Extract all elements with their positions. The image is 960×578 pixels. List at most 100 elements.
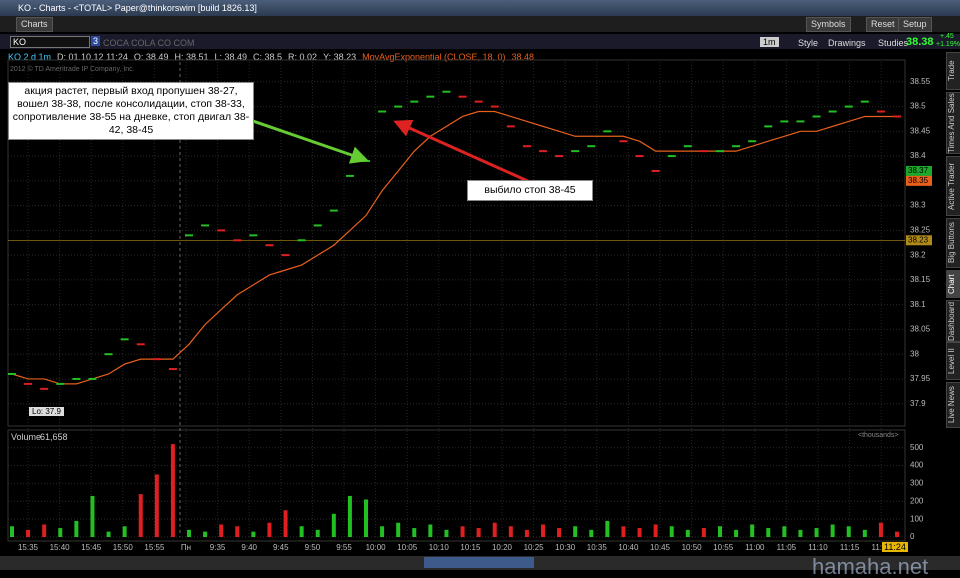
volume-bar [573,526,578,537]
volume-tick-label: 500 [910,443,924,452]
toolbar [0,16,960,32]
x-tick-label: 11:10 [808,543,828,552]
volume-bar [235,526,240,537]
x-tick-label: 15:55 [144,543,165,552]
watermark: hamaha.net [812,554,929,578]
x-tick-label: 11:00 [745,543,765,552]
price-label-box [906,165,932,176]
volume-bar [380,526,385,537]
y-tick-label: 37.9 [910,399,926,408]
volume-tick-label: 400 [910,461,924,470]
side-tab[interactable]: Chart [946,270,960,298]
info-item: D: 01.10.12 11:24 [57,52,128,62]
volume-tick-label: 100 [910,514,924,523]
price-label-box [906,235,932,246]
volume-bar [460,526,465,537]
volume-bar [396,522,401,537]
y-tick-label: 38.15 [910,275,931,284]
x-tick-label: 9:55 [336,543,352,552]
symbol-input[interactable]: KO [10,36,90,48]
volume-bar [74,520,79,537]
symbols-button[interactable]: Symbols [806,17,851,32]
volume-bar [589,529,594,537]
y-tick-label: 38.4 [910,151,926,160]
info-item: C: 38.5 [253,52,283,62]
volume-bar [364,499,368,537]
y-tick-label: 38 [910,349,919,358]
side-tab[interactable]: Trade [946,52,960,90]
side-tab[interactable]: Dashboard [946,300,960,342]
side-tab[interactable]: Live News [946,382,960,428]
volume-bar [669,526,674,537]
volume-bar [637,528,642,537]
studies-button[interactable]: Studies [878,38,909,48]
low-label: Lo: 37.9 [29,407,64,416]
volume-tick-label: 0 [910,532,915,541]
annotation-right: выбило стоп 38-45 [467,180,593,201]
side-tab[interactable]: Big Buttons [946,218,960,268]
volume-bar [106,531,111,537]
x-tick-label: 10:20 [492,543,513,552]
y-tick-label: 38.1 [910,300,926,309]
info-item: H: 38.51 [174,52,209,62]
volume-bar [187,529,191,537]
pct-change: +1.19% [936,41,960,48]
volume-bar [492,522,497,537]
volume-bar [685,529,690,537]
info-item: Y: 38.23 [323,52,357,62]
x-tick-label: 10:40 [618,543,639,552]
volume-bar [878,522,883,537]
x-tick-label: 9:40 [241,543,257,552]
price-label: 38.23 [908,235,929,244]
x-tick-label: 10:15 [460,543,481,552]
x-tick-label: 9:35 [210,543,226,552]
x-tick-label: 10:30 [555,543,576,552]
link-group[interactable]: 3 [91,36,101,46]
volume-bar [524,529,529,537]
volume-bar [846,526,851,537]
net-change: +.45 [940,33,954,40]
charts-tab[interactable]: Charts [16,17,53,32]
study-value: 38.48 [511,52,535,62]
side-tab[interactable]: Level II [946,342,960,380]
volume-bar [701,528,706,537]
setup-button[interactable]: Setup [898,17,932,32]
scroll-thumb[interactable] [424,557,534,568]
x-tick-label: 10:00 [366,543,387,552]
volume-bar [895,531,899,537]
volume-bar [814,528,819,537]
volume-total: 61,658 [40,432,68,442]
side-tab[interactable]: Active Trader [946,156,960,216]
x-tick-label: 11:15 [840,543,860,552]
price-frame [7,59,906,427]
style-button[interactable]: Style [798,38,819,48]
volume-bar [203,531,208,537]
info-line: KO 2 d 1m D: 01.10.12 11:24 O: 38.49 H: 38.… [8,52,534,62]
y-tick-label: 38.3 [910,201,926,210]
volume-bar [138,494,143,537]
volume-label: Volume [11,432,42,442]
x-tick-label: Пн [181,543,191,552]
volume-tick-label: 300 [910,479,924,488]
side-tab[interactable]: Times And Sales [946,92,960,154]
current-time: 11:24 [882,542,908,552]
volume-tick-label: 200 [910,496,924,505]
volume-bar [653,524,658,537]
volume-bar [58,528,63,537]
volume-bar [766,528,771,537]
volume-bar [283,510,288,537]
y-tick-label: 38.2 [910,250,926,259]
x-tick-label: 9:50 [305,543,321,552]
period-button[interactable]: 1m [760,37,779,47]
drawings-button[interactable]: Drawings [828,38,866,48]
price-label: 38.35 [908,176,929,185]
volume-bar [90,495,95,537]
volume-bar [251,531,256,537]
window-title: KO - Charts - <TOTAL> Paper@thinkorswim … [18,3,257,13]
copyright: 2012 © TD Ameritrade IP Company, Inc. [10,66,135,73]
y-tick-label: 37.95 [910,374,931,383]
volume-units: <thousands> [858,432,899,439]
price-label-box [906,175,932,186]
volume-bar [412,528,417,537]
y-tick-label: 38.45 [910,126,931,135]
